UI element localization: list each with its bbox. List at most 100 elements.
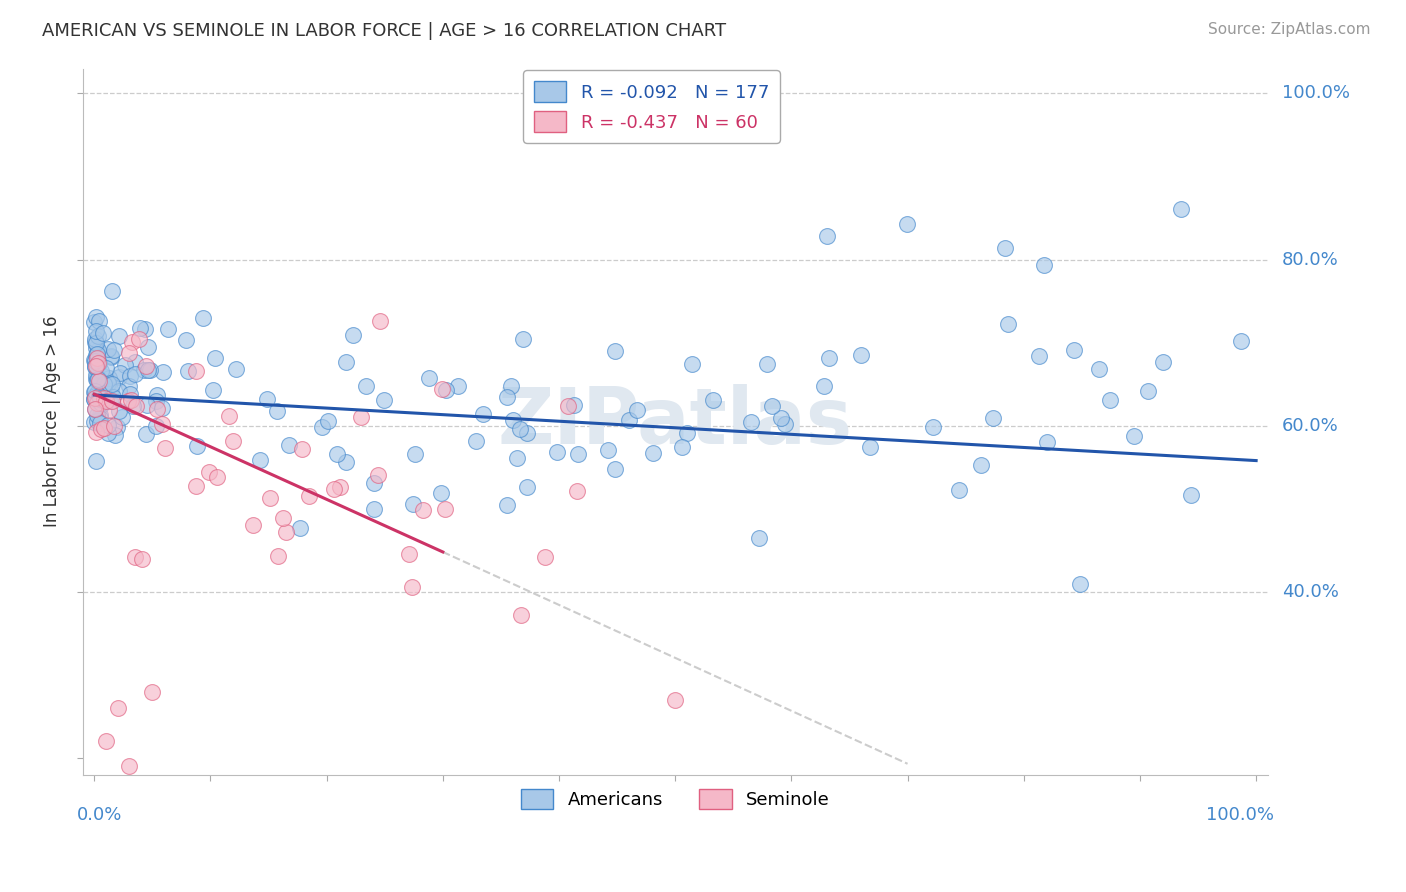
Point xyxy=(84,368,107,382)
Point xyxy=(97,417,120,432)
Point xyxy=(87,356,110,370)
Point xyxy=(111,409,134,424)
Point xyxy=(128,332,150,346)
Point xyxy=(769,411,792,425)
Point xyxy=(103,343,125,358)
Point xyxy=(100,349,122,363)
Point xyxy=(83,389,105,403)
Point xyxy=(107,384,129,398)
Point xyxy=(124,355,146,369)
Point xyxy=(83,384,105,399)
Text: 0.0%: 0.0% xyxy=(77,806,122,824)
Point xyxy=(671,440,693,454)
Point xyxy=(118,368,141,383)
Point xyxy=(290,521,312,535)
Point xyxy=(335,455,357,469)
Point xyxy=(86,351,108,366)
Point xyxy=(131,552,153,566)
Point xyxy=(755,357,778,371)
Text: Source: ZipAtlas.com: Source: ZipAtlas.com xyxy=(1208,22,1371,37)
Point xyxy=(676,425,699,440)
Point xyxy=(83,359,105,373)
Point xyxy=(412,503,434,517)
Point xyxy=(114,359,136,373)
Text: 80.0%: 80.0% xyxy=(1282,251,1339,268)
Point xyxy=(103,390,125,404)
Point xyxy=(1036,434,1059,449)
Point xyxy=(512,332,534,346)
Point xyxy=(96,393,118,408)
Point xyxy=(1069,576,1091,591)
Point xyxy=(267,549,290,563)
Point xyxy=(1099,392,1122,407)
Point xyxy=(98,403,121,417)
Point xyxy=(501,379,523,393)
Point xyxy=(335,355,357,369)
Point xyxy=(134,426,156,441)
Point xyxy=(124,367,146,381)
Point xyxy=(249,453,271,467)
Point xyxy=(120,393,142,408)
Point xyxy=(125,400,148,414)
Point xyxy=(404,447,426,461)
Point xyxy=(981,410,1004,425)
Point xyxy=(89,391,111,405)
Point xyxy=(86,392,108,406)
Point xyxy=(84,402,107,417)
Point xyxy=(84,336,107,351)
Point xyxy=(84,342,107,356)
Point xyxy=(446,379,468,393)
Point xyxy=(1152,355,1174,369)
Point xyxy=(84,391,107,405)
Point xyxy=(186,479,208,493)
Point xyxy=(86,408,108,422)
Point xyxy=(191,310,214,325)
Point xyxy=(101,377,124,392)
Point xyxy=(316,414,339,428)
Point xyxy=(86,329,108,343)
Point xyxy=(84,359,107,374)
Point xyxy=(146,402,169,417)
Point xyxy=(363,476,385,491)
Point xyxy=(155,442,177,456)
Point xyxy=(118,386,141,401)
Point xyxy=(603,343,626,358)
Point xyxy=(1087,362,1109,376)
Point xyxy=(100,394,122,409)
Point xyxy=(150,417,173,432)
Point xyxy=(626,402,648,417)
Point xyxy=(84,335,107,350)
Point xyxy=(87,313,110,327)
Point xyxy=(83,384,105,399)
Point xyxy=(145,393,167,408)
Point xyxy=(641,446,664,460)
Point xyxy=(506,450,529,465)
Point xyxy=(89,411,111,425)
Point xyxy=(242,518,264,533)
Point xyxy=(150,401,173,415)
Text: 60.0%: 60.0% xyxy=(1282,417,1339,434)
Point xyxy=(83,352,105,367)
Point xyxy=(748,531,770,545)
Point xyxy=(90,398,112,412)
Point xyxy=(603,461,626,475)
Point xyxy=(702,393,724,408)
Point xyxy=(134,362,156,376)
Point xyxy=(948,483,970,497)
Point xyxy=(86,346,108,360)
Point xyxy=(121,399,143,413)
Point xyxy=(90,417,112,432)
Point xyxy=(617,413,640,427)
Point xyxy=(118,759,141,773)
Point xyxy=(93,377,115,392)
Point xyxy=(108,404,131,418)
Point xyxy=(433,502,456,516)
Point xyxy=(84,348,107,362)
Point xyxy=(108,366,131,380)
Point xyxy=(1123,428,1146,442)
Point xyxy=(157,322,180,336)
Legend: Americans, Seminole: Americans, Seminole xyxy=(512,780,839,819)
Point xyxy=(108,329,131,343)
Point xyxy=(141,684,163,698)
Point xyxy=(98,376,121,390)
